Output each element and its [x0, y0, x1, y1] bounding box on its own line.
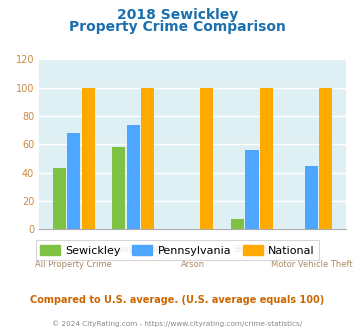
Bar [231, 219, 244, 229]
Bar [245, 150, 258, 229]
Text: © 2024 CityRating.com - https://www.cityrating.com/crime-statistics/: © 2024 CityRating.com - https://www.city… [53, 321, 302, 327]
Bar [260, 88, 273, 229]
Bar [319, 88, 332, 229]
Bar [67, 133, 80, 229]
Text: Property Crime Comparison: Property Crime Comparison [69, 20, 286, 34]
Text: Burglary: Burglary [234, 245, 270, 254]
Bar [82, 88, 94, 229]
Legend: Sewickley, Pennsylvania, National: Sewickley, Pennsylvania, National [36, 241, 319, 260]
Bar [141, 88, 154, 229]
Bar [200, 88, 213, 229]
Text: Larceny & Theft: Larceny & Theft [100, 245, 166, 254]
Bar [53, 168, 66, 229]
Bar [127, 124, 140, 229]
Text: 2018 Sewickley: 2018 Sewickley [117, 8, 238, 22]
Text: Compared to U.S. average. (U.S. average equals 100): Compared to U.S. average. (U.S. average … [31, 295, 324, 305]
Text: Arson: Arson [181, 260, 204, 269]
Bar [113, 147, 125, 229]
Text: All Property Crime: All Property Crime [36, 260, 112, 269]
Bar [305, 166, 318, 229]
Text: Motor Vehicle Theft: Motor Vehicle Theft [271, 260, 352, 269]
